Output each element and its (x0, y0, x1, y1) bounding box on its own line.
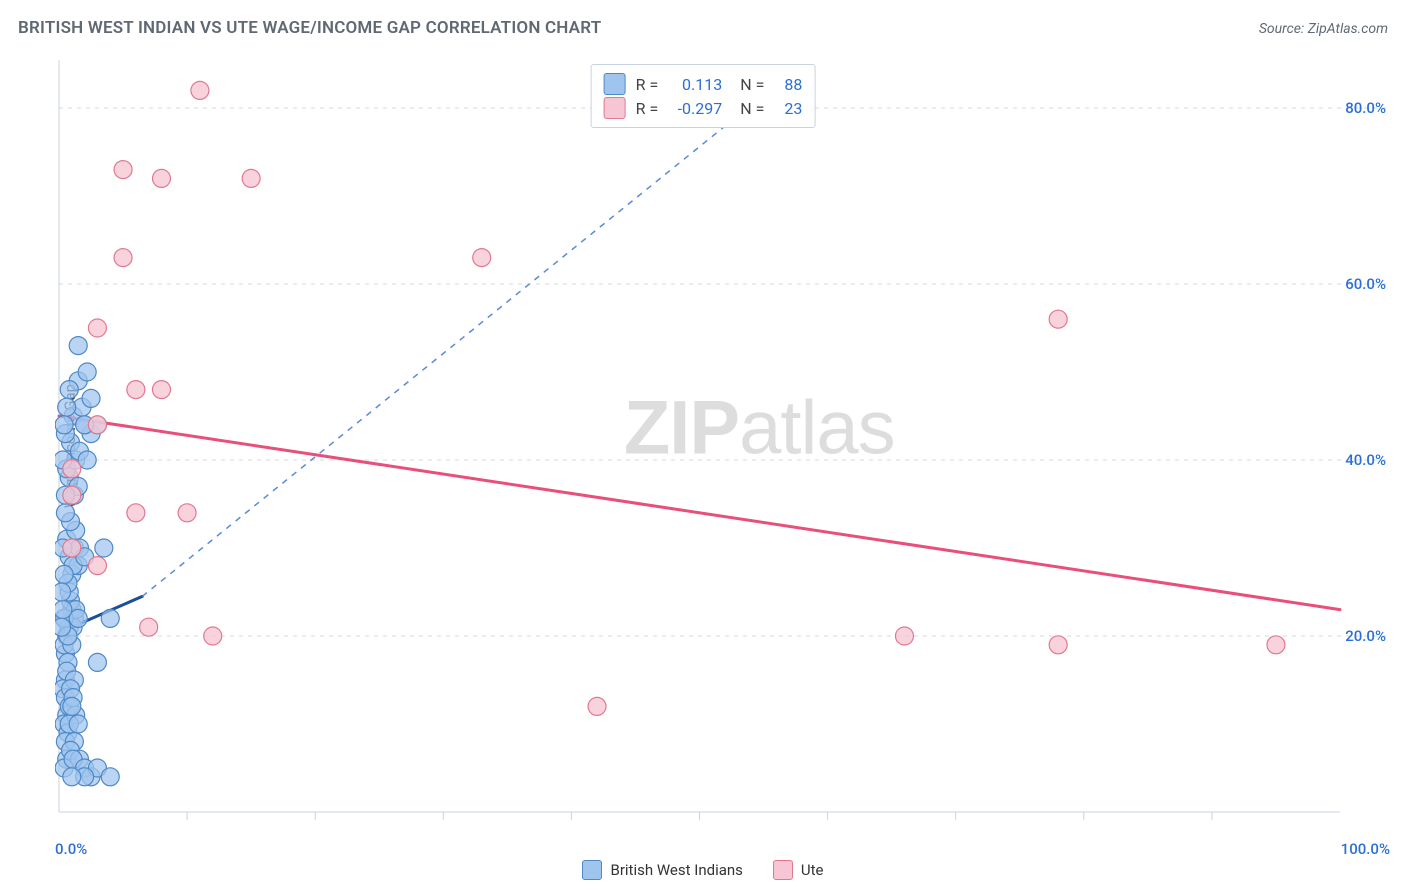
page-title: BRITISH WEST INDIAN VS UTE WAGE/INCOME G… (18, 18, 601, 38)
x-axis-min-label: 0.0% (55, 840, 87, 858)
legend-label: British West Indians (610, 861, 742, 879)
svg-text:60.0%: 60.0% (1345, 275, 1386, 293)
legend-item: Ute (773, 860, 824, 880)
svg-text:80.0%: 80.0% (1345, 99, 1386, 117)
legend-swatch (604, 73, 626, 95)
source-attribution: Source: ZipAtlas.com (1259, 21, 1388, 37)
series-legend: British West Indians Ute (0, 860, 1406, 880)
x-axis-max-label: 100.0% (1341, 840, 1390, 858)
r-label: R = (636, 99, 659, 118)
n-label: N = (740, 99, 764, 118)
n-value: 88 (774, 75, 802, 94)
legend-swatch (604, 97, 626, 119)
r-value: -0.297 (668, 99, 722, 118)
correlation-row: R = -0.297 N = 23 (604, 97, 803, 119)
legend-label: Ute (801, 861, 824, 879)
legend-swatch (582, 860, 602, 880)
n-label: N = (740, 75, 764, 94)
chart-area: 20.0% 40.0% 60.0% 80.0% (55, 60, 1390, 832)
r-value: 0.113 (668, 75, 722, 94)
n-value: 23 (774, 99, 802, 118)
r-label: R = (636, 75, 659, 94)
svg-text:20.0%: 20.0% (1345, 627, 1386, 645)
scatter-plot: 20.0% 40.0% 60.0% 80.0% (55, 60, 1390, 832)
correlation-legend: R = 0.113 N = 88 R = -0.297 N = 23 (591, 64, 816, 128)
correlation-row: R = 0.113 N = 88 (604, 73, 803, 95)
legend-swatch (773, 860, 793, 880)
svg-text:40.0%: 40.0% (1345, 451, 1386, 469)
legend-item: British West Indians (582, 860, 742, 880)
